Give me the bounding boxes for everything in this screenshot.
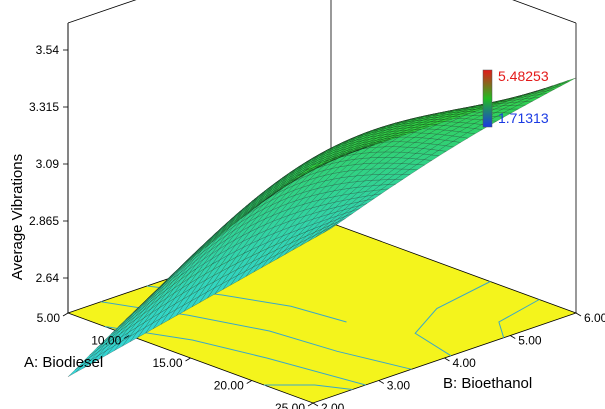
z-tick-label: 2.64 bbox=[36, 271, 60, 285]
floor-contour bbox=[414, 281, 491, 357]
z-axis-label: Average Vibrations bbox=[9, 154, 26, 280]
x-tick-mark bbox=[62, 312, 69, 317]
y-tick-mark bbox=[378, 380, 384, 384]
colorbar-gradient bbox=[482, 69, 493, 128]
x-tick-label: 25.00 bbox=[275, 401, 305, 409]
y-tick-label: 5.00 bbox=[518, 334, 542, 348]
y-axis-ticks: 2.00 3.00 4.00 5.00 6.00 bbox=[312, 311, 605, 409]
x-tick-mark bbox=[246, 380, 252, 384]
y-axis-label: B: Bioethanol bbox=[443, 375, 532, 392]
y-tick-label: 6.00 bbox=[584, 311, 605, 325]
colorbar-min-label: 1.71313 bbox=[498, 110, 549, 126]
floor-contour bbox=[498, 299, 540, 338]
frame-edge bbox=[512, 0, 577, 24]
y-tick-mark bbox=[444, 357, 450, 362]
z-tick-label: 3.54 bbox=[36, 43, 60, 57]
z-axis-ticks: 2.64 2.865 3.09 3.315 3.54 bbox=[29, 43, 68, 285]
x-axis-label: A: Biodiesel bbox=[24, 354, 103, 371]
surface-cell bbox=[305, 162, 321, 171]
x-tick-mark bbox=[307, 402, 314, 407]
z-tick-label: 3.09 bbox=[36, 157, 60, 171]
y-tick-mark bbox=[575, 312, 582, 317]
x-tick-mark bbox=[124, 335, 130, 339]
y-tick-mark bbox=[312, 402, 319, 407]
x-tick-label: 5.00 bbox=[37, 311, 61, 325]
x-tick-label: 20.00 bbox=[214, 379, 244, 393]
x-axis-ticks: 5.00 10.00 15.00 20.00 25.00 bbox=[37, 311, 314, 409]
frame-edge bbox=[67, 0, 137, 24]
y-tick-label: 2.00 bbox=[321, 401, 345, 409]
floor-contour bbox=[264, 384, 353, 390]
y-tick-label: 3.00 bbox=[387, 379, 411, 393]
response-surface bbox=[67, 77, 577, 377]
z-tick-label: 3.315 bbox=[29, 100, 59, 114]
x-tick-label: 15.00 bbox=[152, 356, 182, 370]
z-tick-label: 2.865 bbox=[29, 214, 59, 228]
x-tick-mark bbox=[185, 357, 191, 362]
colorbar-max-label: 5.48253 bbox=[498, 68, 549, 84]
y-tick-mark bbox=[510, 335, 516, 339]
x-tick-label: 10.00 bbox=[91, 334, 121, 348]
floor-contour bbox=[104, 326, 366, 386]
colorbar: 5.48253 1.71313 bbox=[482, 68, 549, 128]
y-tick-label: 4.00 bbox=[453, 356, 477, 370]
